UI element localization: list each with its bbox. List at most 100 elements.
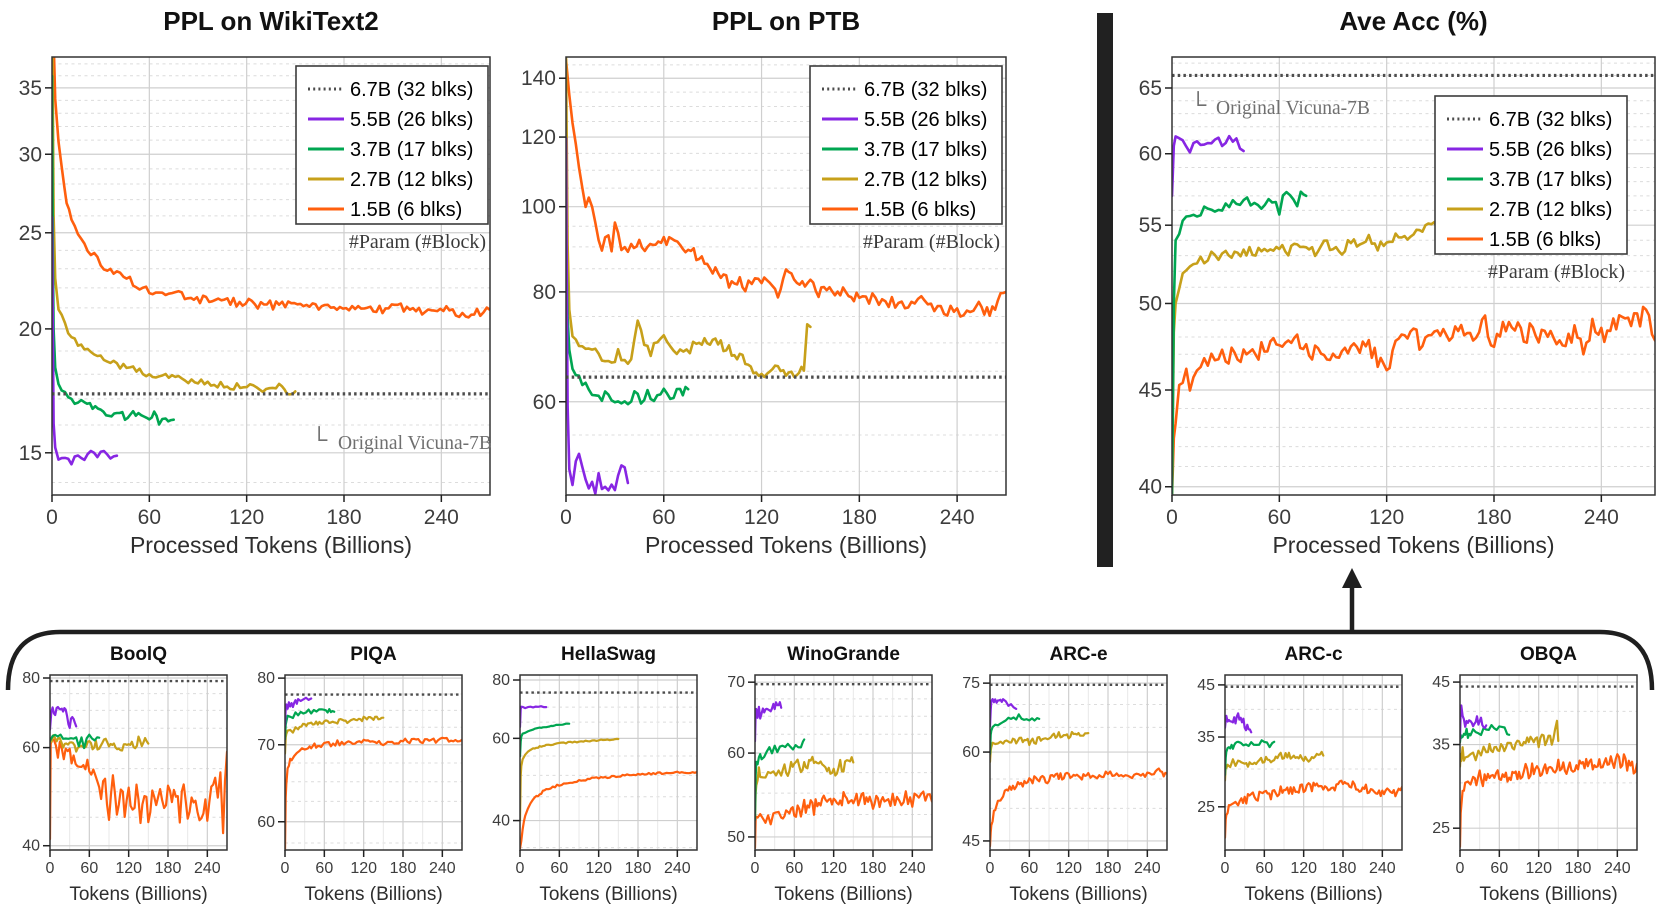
svg-text:180: 180 [326,506,361,529]
x-axis-label: Tokens (Billions) [1479,884,1618,905]
svg-text:55: 55 [1139,214,1162,237]
svg-text:240: 240 [899,860,926,877]
svg-text:180: 180 [1565,860,1592,877]
chart-winogrande: WinoGrande 0 60 120 180 240 50 60 70 Tokens (Bi… [720,640,957,918]
svg-text:40: 40 [1139,476,1162,499]
x-axis-label: Processed Tokens (Billions) [1272,532,1555,558]
svg-text:0: 0 [516,860,525,877]
svg-text:35: 35 [19,77,42,100]
svg-text:35: 35 [1432,737,1450,754]
x-axis-label: Tokens (Billions) [69,884,208,905]
svg-text:0: 0 [751,860,760,877]
svg-text:70: 70 [727,674,745,691]
svg-text:1.5B (6 blks): 1.5B (6 blks) [1489,229,1601,251]
ave-acc-plot: 0 60 120 180 240 40 45 50 55 60 65 6.7B (32 blks) 5.… [1139,56,1656,529]
svg-text:60: 60 [257,814,275,831]
chart-piqa: PIQA 0 60 120 180 240 60 70 80 Tokens (Billions… [250,640,487,918]
svg-text:6.7B (32 blks): 6.7B (32 blks) [864,79,987,101]
svg-text:0: 0 [560,506,572,529]
svg-text:80: 80 [492,672,510,689]
x-axis-label: Tokens (Billions) [774,884,913,905]
svg-text:120: 120 [1525,860,1552,877]
svg-text:180: 180 [1095,860,1122,877]
svg-text:1.5B (6 blks): 1.5B (6 blks) [350,199,462,221]
svg-text:120: 120 [820,860,847,877]
svg-text:60: 60 [785,860,803,877]
svg-text:45: 45 [1432,674,1450,691]
chart-hellaswag: HellaSwag 0 60 120 180 240 40 60 80 Tokens (Bil… [485,640,722,918]
chart-title: WinoGrande [787,644,900,665]
winogrande-plot: 0 60 120 180 240 50 60 70 [727,674,933,877]
svg-text:120: 120 [229,506,264,529]
svg-text:5.5B (26 blks): 5.5B (26 blks) [350,109,473,131]
svg-text:5.5B (26 blks): 5.5B (26 blks) [864,109,987,131]
svg-text:120: 120 [1369,506,1404,529]
svg-text:240: 240 [664,860,691,877]
chart-ppl-wikitext2: PPL on WikiText2 0 60 120 180 240 15 20 25 30 35 6… [0,0,500,578]
chart-title: PPL on PTB [711,6,861,36]
x-axis-label: Tokens (Billions) [539,884,678,905]
svg-text:6.7B (32 blks): 6.7B (32 blks) [1489,109,1612,131]
svg-text:60: 60 [22,740,40,757]
svg-text:6.7B (32 blks): 6.7B (32 blks) [350,79,473,101]
svg-text:3.7B (17 blks): 3.7B (17 blks) [350,139,473,161]
svg-text:65: 65 [1139,77,1162,100]
svg-text:35: 35 [1197,729,1215,746]
svg-text:50: 50 [1139,292,1162,315]
section-divider [1097,13,1113,567]
svg-text:140: 140 [521,67,556,90]
svg-text:└: └ [1190,91,1207,117]
chart-title: PIQA [350,644,397,665]
svg-text:180: 180 [1330,860,1357,877]
svg-text:180: 180 [842,506,877,529]
x-axis-label: Processed Tokens (Billions) [129,532,413,558]
hellaswag-plot: 0 60 120 180 240 40 60 80 [492,672,698,877]
chart-title: BoolQ [110,644,167,665]
chart-ppl-ptb: PPL on PTB 0 60 120 180 240 60 80 100 120 140 6.7B… [500,0,1015,578]
svg-text:120: 120 [350,860,377,877]
svg-text:100: 100 [521,196,556,219]
svg-text:45: 45 [1139,379,1162,402]
svg-text:0: 0 [46,506,58,529]
chart-title: OBQA [1520,644,1577,665]
svg-text:30: 30 [19,143,42,166]
svg-text:120: 120 [115,860,142,877]
svg-text:60: 60 [652,506,675,529]
svg-text:25: 25 [19,222,42,245]
wikitext2-plot: 0 60 120 180 240 15 20 25 30 35 6.7B (32 blks) 5.5B… [19,56,492,529]
svg-text:Original Vicuna-7B: Original Vicuna-7B [1216,98,1370,119]
x-axis-label: Processed Tokens (Billions) [644,532,928,558]
x-axis-label: Tokens (Billions) [1244,884,1383,905]
svg-text:120: 120 [585,860,612,877]
svg-text:240: 240 [1584,506,1619,529]
svg-text:60: 60 [1139,143,1162,166]
chart-arc-c: ARC-c 0 60 120 180 240 25 35 45 Tokens (Billion… [1190,640,1427,918]
chart-boolq: BoolQ 0 60 120 180 240 40 60 80 Tokens (Billion… [15,640,252,918]
svg-text:60: 60 [1490,860,1508,877]
svg-text:15: 15 [19,442,42,465]
x-axis-label: Tokens (Billions) [1009,884,1148,905]
svg-text:60: 60 [1268,506,1291,529]
svg-text:60: 60 [1020,860,1038,877]
svg-text:60: 60 [550,860,568,877]
svg-text:60: 60 [492,730,510,747]
chart-title: ARC-e [1049,644,1108,665]
svg-text:20: 20 [19,318,42,341]
svg-text:0: 0 [46,860,55,877]
svg-text:120: 120 [744,506,779,529]
svg-text:0: 0 [1456,860,1465,877]
svg-text:80: 80 [533,281,556,304]
svg-text:#Param (#Block): #Param (#Block) [1488,261,1625,283]
svg-text:0: 0 [986,860,995,877]
svg-text:60: 60 [727,745,745,762]
svg-text:3.7B (17 blks): 3.7B (17 blks) [1489,169,1612,191]
arc-c-plot: 0 60 120 180 240 25 35 45 [1197,674,1403,877]
svg-text:180: 180 [155,860,182,877]
svg-text:80: 80 [257,670,275,687]
chart-ave-acc: Ave Acc (%) 0 60 120 180 240 40 45 50 55 60 65 6.7B… [1100,0,1661,578]
svg-text:120: 120 [521,126,556,149]
ptb-plot: 0 60 120 180 240 60 80 100 120 140 6.7B (32 blks) 5… [521,56,1007,529]
svg-text:25: 25 [1432,820,1450,837]
svg-text:70: 70 [257,737,275,754]
svg-text:240: 240 [194,860,221,877]
